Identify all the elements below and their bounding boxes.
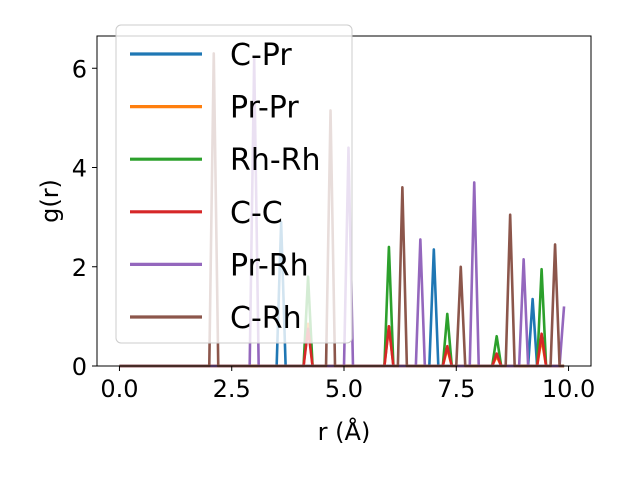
x-tick-label: 10.0 [542, 375, 595, 403]
legend-label: Rh-Rh [230, 143, 321, 178]
x-axis-ticks: 0.0 2.5 5.0 7.5 10.0 [100, 366, 595, 403]
y-axis-ticks: 0 2 4 6 [72, 55, 97, 381]
x-axis-label: r (Å) [318, 417, 371, 446]
y-tick-label: 2 [72, 254, 87, 282]
x-tick-label: 7.5 [437, 375, 475, 403]
legend-label: Pr-Rh [230, 248, 309, 283]
legend-label: C-Pr [230, 38, 292, 73]
legend-label: C-Rh [230, 301, 302, 336]
x-tick-label: 2.5 [213, 375, 251, 403]
y-tick-label: 0 [72, 353, 87, 381]
x-tick-label: 5.0 [325, 375, 363, 403]
y-axis-label: g(r) [36, 179, 64, 223]
x-tick-label: 0.0 [100, 375, 138, 403]
y-tick-label: 4 [72, 155, 87, 183]
y-tick-label: 6 [72, 55, 87, 83]
legend-label: C-C [230, 196, 283, 231]
legend-label: Pr-Pr [230, 91, 299, 126]
legend: C-Pr Pr-Pr Rh-Rh C-C Pr-Rh C-Rh [115, 24, 353, 344]
